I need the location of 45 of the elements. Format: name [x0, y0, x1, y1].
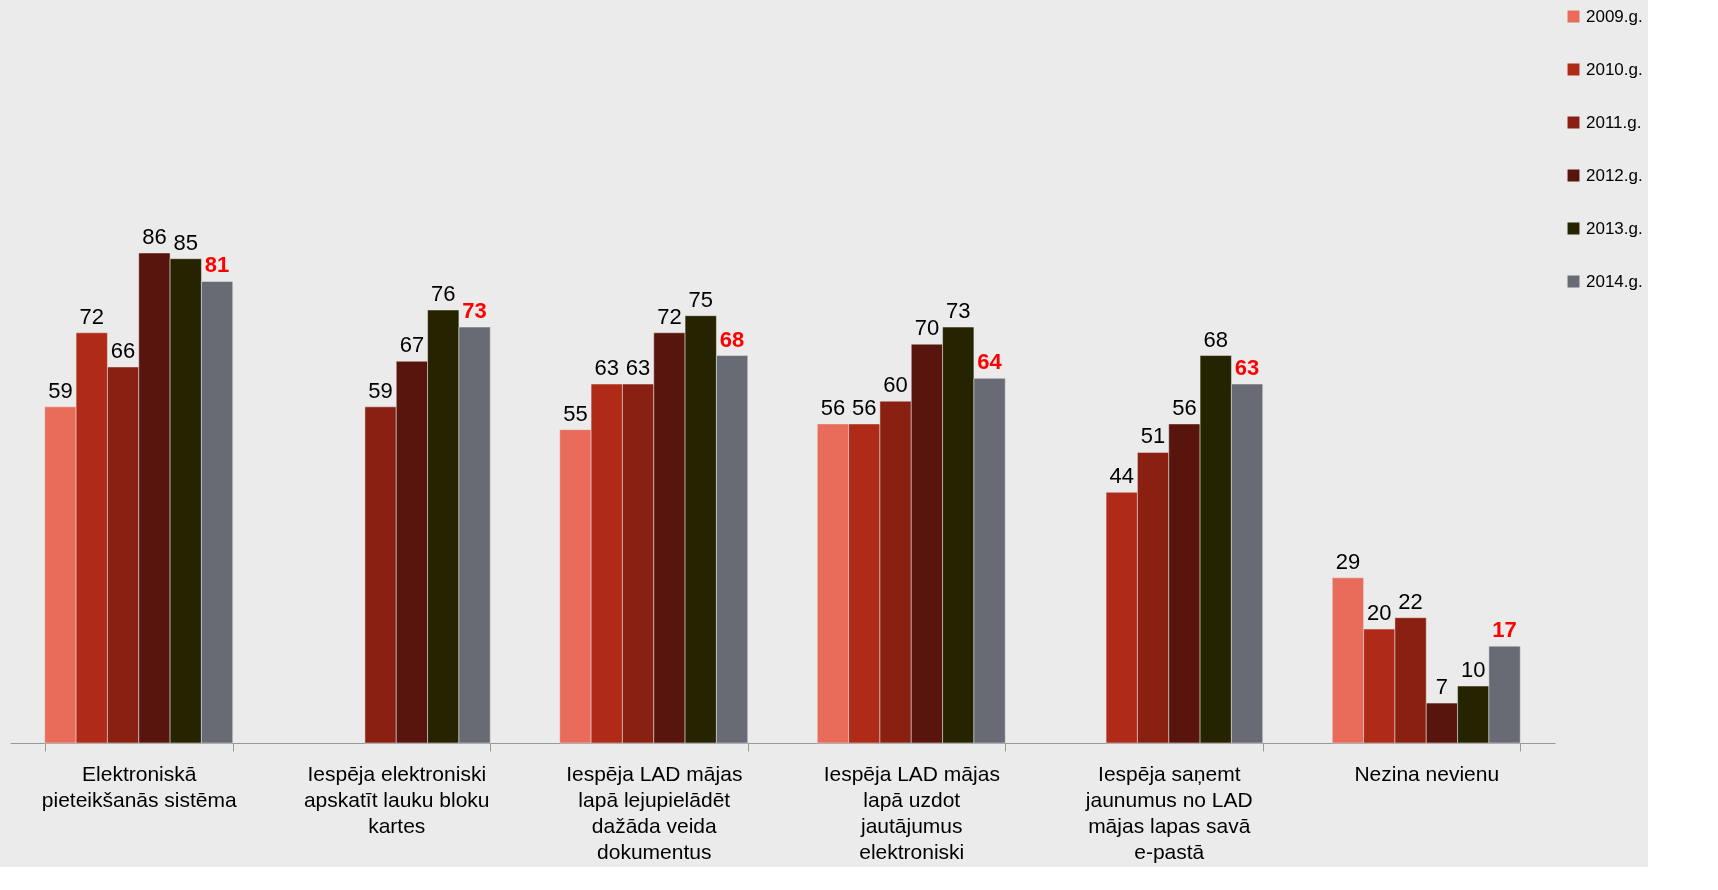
data-label: 63 [594, 355, 619, 381]
data-label: 73 [462, 298, 487, 324]
data-label: 10 [1461, 657, 1486, 683]
data-label: 85 [173, 229, 198, 255]
data-label: 59 [48, 377, 73, 403]
data-label: 63 [625, 355, 651, 381]
x-tick-label: Iespēja LAD mājas lapā lejupielādēt dažāda veida dokumentus [566, 761, 743, 863]
legend-label: 2009.g. [1586, 6, 1643, 26]
data-label: 63 [1234, 355, 1260, 381]
data-label: 70 [914, 315, 940, 341]
legend-label: 2011.g. [1586, 112, 1642, 132]
x-tick-label: Iespēja saņemt jaunumus no LAD mājas lapas savā e-pastā [1084, 761, 1253, 863]
x-tick-label: Elektroniskā pieteikšanās sistēma [41, 761, 238, 811]
data-label: 44 [1109, 463, 1134, 489]
data-label: 55 [563, 400, 588, 426]
x-tick-label: Nezina nevienu [1354, 761, 1500, 785]
data-label: 75 [688, 286, 713, 312]
legend-label: 2010.g. [1586, 59, 1643, 79]
legend-label: 2014.g. [1586, 271, 1643, 291]
data-label: 51 [1140, 423, 1166, 449]
data-label: 56 [852, 394, 877, 420]
data-label: 73 [946, 298, 971, 324]
legend-label: 2012.g. [1586, 165, 1643, 185]
data-label: 67 [399, 332, 425, 358]
data-label: 64 [977, 349, 1003, 375]
data-label: 20 [1367, 600, 1392, 626]
data-label: 68 [719, 326, 745, 352]
x-tick-label: Iespēja elektroniski apskatīt lauku bloku kartes [303, 761, 490, 837]
data-label: 22 [1398, 588, 1423, 614]
data-label: 72 [79, 303, 104, 329]
data-label: 86 [142, 224, 167, 249]
data-label: 56 [1172, 394, 1197, 420]
data-label: 7 [1435, 674, 1449, 700]
data-label: 17 [1492, 617, 1517, 643]
data-label: 29 [1335, 548, 1361, 574]
data-label: 59 [368, 377, 393, 403]
data-label: 66 [110, 337, 136, 363]
data-label: 72 [657, 303, 682, 329]
x-tick-label: Iespēja LAD mājas lapā uzdot jautājumus elektroniski [823, 761, 1000, 863]
data-label: 68 [1203, 326, 1228, 352]
legend-label: 2013.g. [1586, 218, 1643, 238]
data-label: 81 [204, 252, 230, 278]
data-label: 56 [820, 394, 846, 420]
data-label: 60 [883, 372, 908, 398]
data-label: 76 [431, 280, 456, 306]
